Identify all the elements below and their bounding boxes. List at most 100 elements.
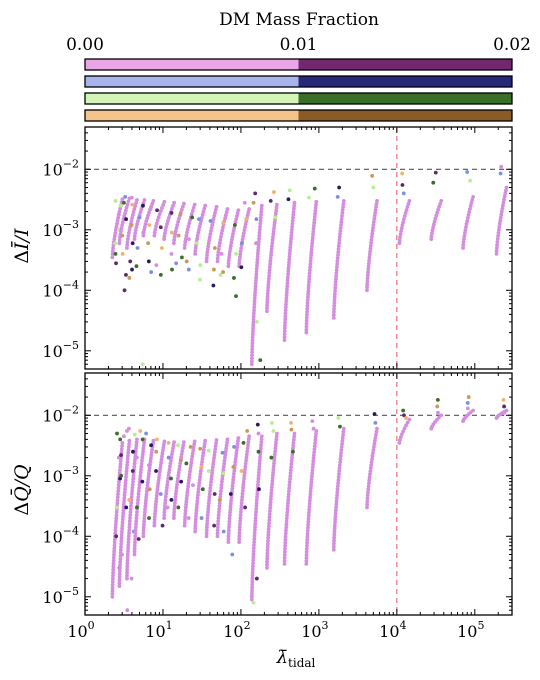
data-point [243, 461, 248, 466]
data-point [268, 503, 273, 508]
data-point [154, 493, 159, 498]
y-axis-ticks: 10−5 10−4 10−3 10−2 [42, 126, 512, 365]
data-point [231, 465, 236, 469]
data-point [197, 484, 201, 489]
data-point [400, 432, 404, 437]
data-point [283, 320, 287, 325]
data-point [142, 522, 146, 527]
data-point [143, 507, 147, 512]
data-point [117, 575, 122, 579]
data-point [365, 493, 370, 498]
data-point [127, 276, 132, 280]
data-point [335, 484, 340, 489]
data-point [268, 199, 273, 203]
data-point [133, 452, 138, 457]
data-point [174, 488, 179, 493]
data-point [146, 213, 150, 218]
data-point [307, 195, 311, 200]
data-point [332, 532, 337, 537]
data-point [123, 481, 128, 486]
data-point [304, 558, 309, 563]
data-point [173, 232, 178, 236]
data-point [169, 211, 174, 215]
data-point [177, 464, 182, 469]
data-point [207, 498, 211, 503]
data-point [256, 479, 261, 484]
data-point [274, 208, 279, 213]
data-point [114, 261, 118, 266]
data-point [332, 526, 337, 531]
data-point [334, 267, 339, 272]
data-point [339, 220, 344, 224]
colorbar-tick-label-2: 0.02 [493, 35, 531, 55]
data-point [210, 465, 215, 470]
data-point [247, 434, 252, 439]
data-point [271, 470, 276, 475]
data-point [267, 270, 272, 275]
colorbar-strips [84, 58, 513, 122]
data-point [305, 543, 309, 548]
data-point [497, 221, 502, 226]
data-point [127, 522, 132, 527]
y-tick-label: 10−5 [42, 585, 79, 607]
data-point [114, 510, 119, 515]
data-point [288, 242, 293, 247]
data-point [266, 288, 270, 293]
data-point [257, 487, 261, 492]
data-point [239, 265, 244, 270]
data-point [257, 464, 262, 469]
data-point [404, 416, 408, 420]
data-point [436, 207, 441, 212]
data-point [255, 494, 259, 499]
data-point [502, 197, 506, 202]
data-point [239, 500, 244, 505]
data-point [288, 245, 293, 250]
data-point [340, 208, 345, 212]
data-point [267, 515, 272, 520]
data-point [246, 440, 251, 445]
data-point [292, 431, 297, 436]
data-point [184, 499, 189, 504]
data-point [194, 514, 198, 519]
bottom-y-axis-label: ΔQ̄/Q [10, 464, 33, 515]
data-point [142, 225, 147, 229]
data-point [162, 234, 167, 239]
data-point [172, 235, 177, 240]
data-point [245, 213, 250, 217]
data-point [130, 488, 135, 493]
data-point [163, 497, 168, 502]
data-point [341, 202, 346, 206]
data-point [234, 251, 238, 256]
data-point [125, 243, 130, 247]
data-point [112, 543, 117, 548]
data-point [270, 476, 275, 481]
data-point [166, 440, 171, 445]
data-point [209, 477, 214, 482]
data-point [212, 453, 217, 457]
data-point [397, 440, 402, 445]
data-point [154, 437, 159, 442]
data-point [125, 564, 130, 569]
data-point [270, 238, 275, 243]
data-point [400, 183, 405, 187]
data-point [282, 338, 287, 343]
data-point [335, 261, 340, 266]
panel-frame [84, 372, 513, 616]
data-point [110, 255, 115, 260]
data-point [119, 541, 124, 546]
data-point [149, 453, 154, 458]
data-point [231, 228, 236, 233]
data-point [291, 449, 295, 454]
data-point [217, 510, 221, 514]
data-point [172, 510, 177, 514]
data-point [286, 492, 291, 497]
data-point [283, 546, 287, 551]
data-point [399, 229, 404, 234]
data-point [141, 534, 146, 539]
data-point [198, 475, 202, 479]
data-point [185, 493, 189, 498]
data-point [256, 431, 261, 436]
data-point [337, 463, 342, 467]
data-point [336, 475, 341, 480]
data-point [183, 243, 187, 247]
